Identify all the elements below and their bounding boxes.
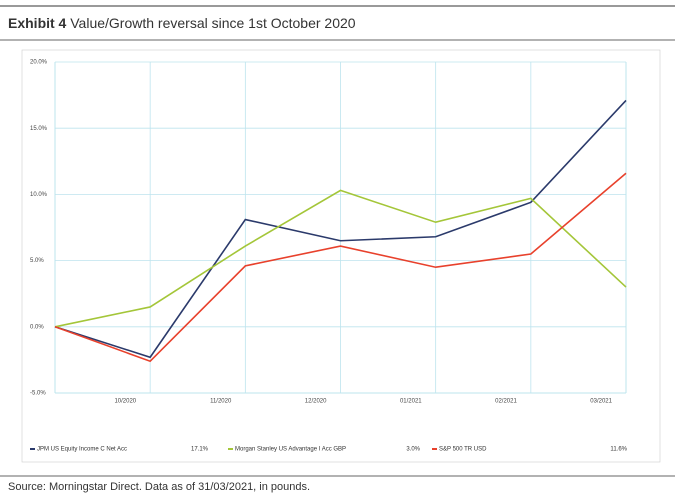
x-tick-label: 11/2020	[210, 399, 232, 405]
x-tick-label: 12/2020	[305, 399, 327, 405]
x-tick-label: 01/2021	[400, 399, 422, 405]
y-tick-label: 20.0%	[30, 60, 48, 66]
x-tick-label: 10/2020	[114, 399, 136, 405]
x-tick-label: 03/2021	[590, 399, 612, 405]
y-tick-label: 0.0%	[30, 324, 44, 330]
source-note: Source: Morningstar Direct. Data as of 3…	[8, 481, 310, 493]
legend-value: 11.6%	[610, 447, 627, 453]
series-line	[54, 99, 627, 359]
x-tick-label: 02/2021	[495, 399, 517, 405]
chart-frame	[21, 49, 661, 463]
legend-label: JPM US Equity Income C Net Acc	[37, 447, 127, 453]
title-bold: Exhibit 4	[8, 15, 67, 31]
legend-value: 17.1%	[191, 447, 209, 453]
title-text: Value/Growth reversal since 1st October …	[70, 15, 356, 31]
legend-label: Morgan Stanley US Advantage I Acc GBP	[235, 447, 346, 453]
legend-label: S&P 500 TR USD	[439, 447, 487, 453]
chart-title: Exhibit 4 Value/Growth reversal since 1s…	[8, 15, 356, 31]
series-line	[54, 189, 627, 328]
series-line	[54, 172, 627, 363]
y-tick-label: 15.0%	[30, 126, 48, 132]
y-tick-label: 5.0%	[30, 258, 44, 264]
y-tick-label: 10.0%	[30, 192, 48, 198]
legend-value: 3.0%	[406, 447, 420, 453]
y-tick-label: -5.0%	[30, 391, 46, 397]
